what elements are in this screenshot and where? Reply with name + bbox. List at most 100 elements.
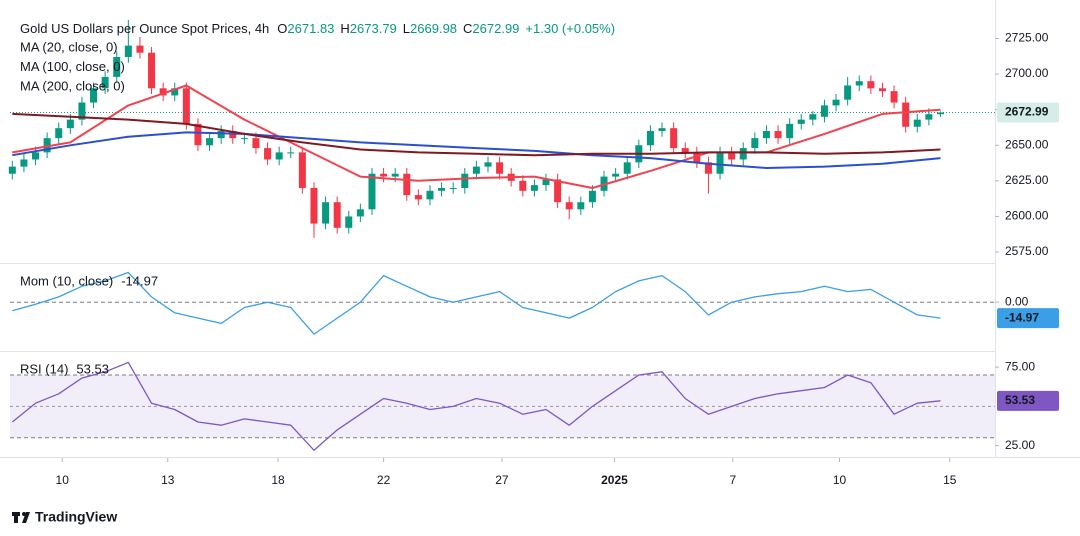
candle-body [159,88,167,96]
candle-body [739,148,747,160]
candle-body [20,159,28,167]
candle-body [925,114,933,120]
candle-body [426,190,434,200]
x-tick-label: 18 [271,473,285,487]
candle-body [194,123,202,146]
candle-body [240,138,248,140]
candle-body [693,152,701,163]
candle-body [206,138,214,146]
candle-body [136,45,144,53]
candle-body [380,173,388,177]
branding: TradingView [35,509,117,525]
candle-body [113,56,121,77]
candle-body [913,119,921,127]
candle-body [728,152,736,160]
candle-body [66,119,74,129]
ohlc-prefix: C [463,21,472,36]
legend-entry: MA (20, close, 0) [20,39,118,54]
candle-body [809,114,817,120]
candle-body [438,187,446,191]
series-line [11,361,941,451]
candle-body [646,131,654,146]
x-tick-label: 2025 [601,473,628,487]
value-tag [997,390,1059,411]
candle-body [78,102,86,120]
logo: TradingView [12,509,117,525]
candle-body [43,138,51,153]
candle-body [565,202,573,210]
change-label: +1.30 (+0.05%) [525,21,615,36]
candle-body [623,162,631,174]
y-tick-label: 2725.00 [1005,31,1049,45]
ohlc-prefix: O [277,21,287,36]
candle-body [890,91,898,103]
candle-body [554,179,562,203]
candle-body [902,102,910,127]
candle-body [356,209,364,217]
candle-body [762,131,770,139]
legend-entry: MA (100, close, 0) [20,59,125,74]
candle-body [704,162,712,174]
x-tick-label: 27 [495,473,509,487]
ohlc-prefix: H [340,21,349,36]
plots: 2575.002600.002625.002650.002675.002700.… [8,19,1059,487]
candle-body [148,52,156,89]
candle-body [322,202,330,224]
candle-body [368,173,376,210]
candle-body [484,162,492,167]
y-tick-label: 75.00 [1005,359,1035,373]
y-tick-label: 2575.00 [1005,244,1049,258]
legend-value: -14.97 [121,273,158,288]
candle-body [716,152,724,174]
candle-body [774,131,782,139]
candle-body [577,202,585,210]
value-tag-label: 53.53 [1005,393,1035,407]
x-tick-label: 22 [377,473,391,487]
candle-body [472,166,480,174]
x-tick-label: 15 [943,473,957,487]
y-tick-label: 0.00 [1005,294,1029,308]
candle-body [786,123,794,139]
y-tick-label: 2600.00 [1005,209,1049,223]
candle-body [658,128,666,132]
series-line [12,112,941,157]
legend-entry: MA (200, close, 0) [20,78,125,93]
last-price-label: 2672.99 [1005,105,1049,119]
series-line [12,84,941,189]
legend-entry: RSI (14) [20,361,68,376]
candle-body [403,173,411,196]
ohlc-value: 2669.98 [410,21,457,36]
legend-value: 53.53 [76,361,109,376]
candle-body [90,88,98,103]
candle-body [124,45,132,57]
last-price-tag [997,102,1059,123]
x-tick-label: 13 [161,473,175,487]
candle-body [878,88,886,92]
candle-body [217,131,225,139]
logo-shape [14,512,18,523]
candle-body [182,88,190,124]
candle-body [820,105,828,117]
y-tick-label: 2650.00 [1005,137,1049,151]
y-tick-label: 2700.00 [1005,66,1049,80]
candle-body [751,138,759,149]
chart-title: Gold US Dollars per Ounce Spot Prices, 4… [20,21,269,36]
series-line [12,131,941,169]
candle-body [264,148,272,160]
candle-body [588,190,596,203]
series-line [12,271,941,335]
candle-body [867,81,875,89]
y-tick-label: 25.00 [1005,438,1035,452]
candle-body [32,152,40,160]
candle-body [8,166,16,174]
value-tag-label: -14.97 [1005,310,1039,324]
ohlc-value: 2672.99 [472,21,519,36]
candle-body [414,195,422,200]
candle-body [496,162,504,174]
ohlc-value: 2673.79 [350,21,397,36]
candle-body [844,85,852,100]
candle-body [461,173,469,188]
x-tick-label: 10 [833,473,847,487]
candle-body [275,152,283,160]
